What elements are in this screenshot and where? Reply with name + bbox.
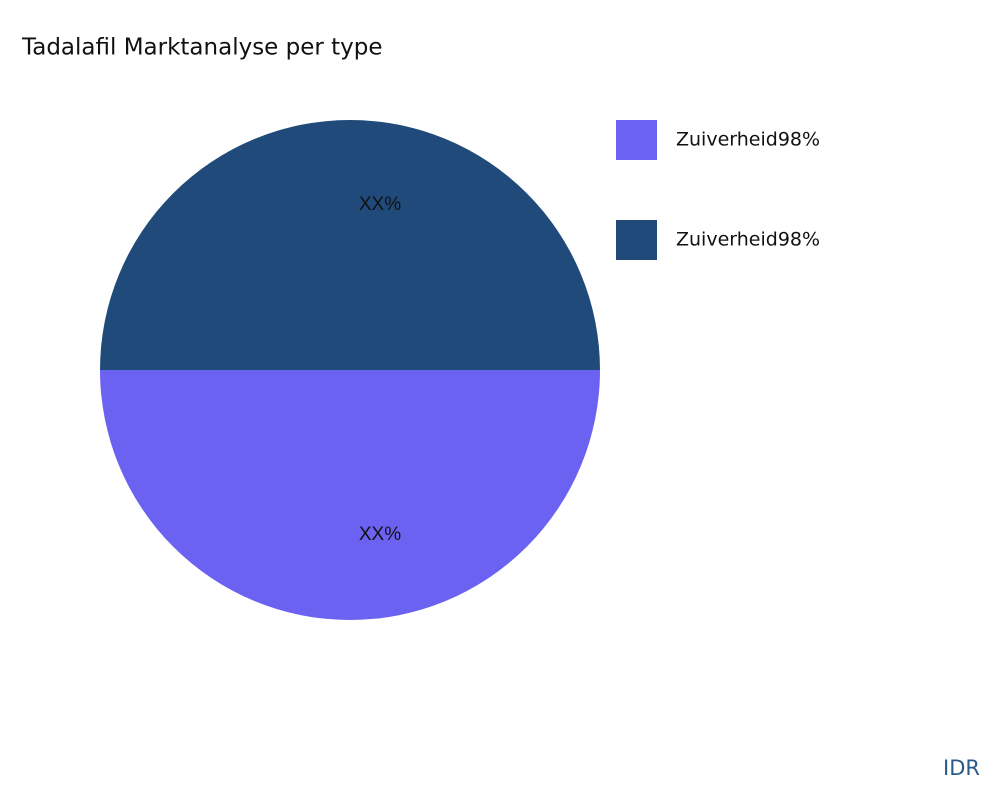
chart-title: Tadalafil Marktanalyse per type — [21, 35, 383, 61]
pie-slice — [100, 370, 600, 620]
legend-label: Zuiverheid98% — [676, 229, 820, 251]
slice-label: XX% — [359, 524, 401, 545]
source-label: IDR — [943, 756, 980, 780]
legend-swatch — [616, 220, 657, 260]
slice-label: XX% — [359, 194, 401, 215]
legend-swatch — [616, 120, 657, 160]
pie-slice — [100, 120, 600, 370]
legend-label: Zuiverheid98% — [676, 129, 820, 151]
